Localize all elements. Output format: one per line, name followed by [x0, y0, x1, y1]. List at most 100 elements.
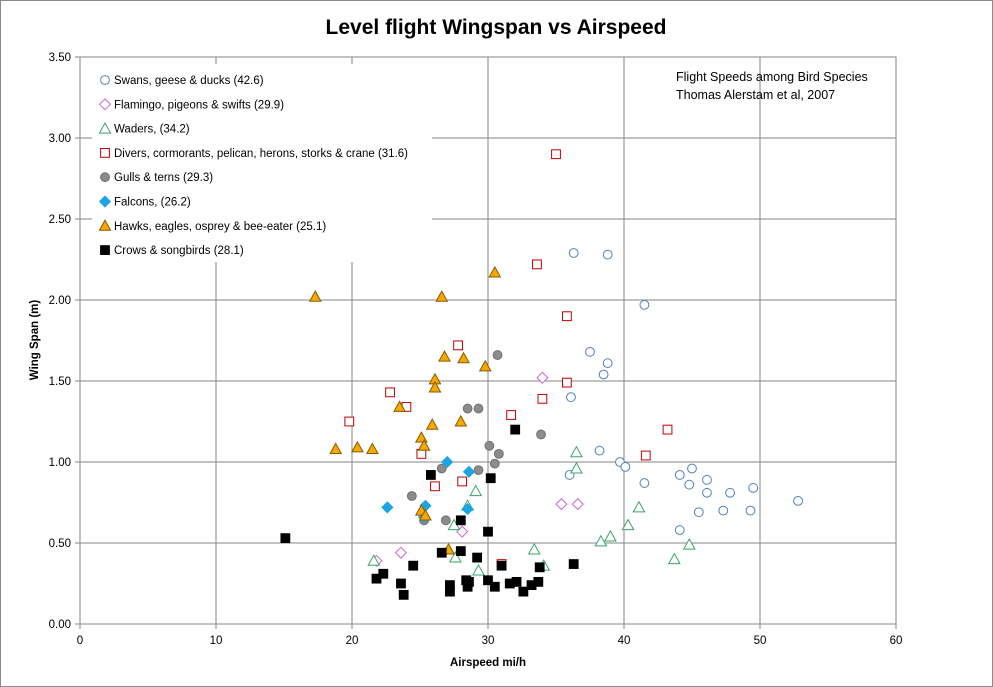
- data-point: [702, 474, 712, 485]
- data-point: [473, 403, 484, 414]
- data-point: [398, 589, 409, 600]
- data-point: [536, 429, 546, 440]
- data-point: [511, 576, 522, 587]
- y-tick-label: 2.00: [49, 295, 71, 307]
- y-tick-label: 2.50: [49, 214, 71, 226]
- data-point: [430, 481, 440, 492]
- data-point: [532, 259, 542, 270]
- data-point: [445, 586, 455, 597]
- legend-label: Divers, cormorants, pelican, herons, sto…: [114, 148, 408, 160]
- data-point: [537, 393, 548, 404]
- y-tick-label: 1.50: [49, 376, 71, 388]
- data-point: [425, 470, 436, 480]
- data-point: [536, 371, 549, 384]
- data-point: [496, 560, 507, 571]
- data-point: [488, 265, 502, 278]
- annotation-line-1: Flight Speeds among Bird Species: [676, 70, 868, 84]
- data-point: [527, 542, 541, 555]
- x-tick-label: 30: [482, 635, 495, 647]
- data-point: [425, 418, 439, 430]
- x-tick-label: 60: [890, 635, 903, 647]
- data-point: [489, 458, 500, 469]
- data-point: [533, 576, 544, 587]
- data-point: [725, 487, 735, 498]
- data-point: [561, 377, 572, 388]
- legend-label: Falcons, (26.2): [114, 197, 191, 209]
- data-point: [640, 450, 651, 461]
- legend-item: Gulls & terns (29.3): [100, 172, 213, 184]
- data-point: [417, 439, 431, 451]
- y-tick-label: 3.00: [49, 133, 71, 145]
- legend-item: Hawks, eagles, osprey & bee-eater (25.1): [98, 219, 326, 233]
- data-point: [621, 518, 635, 531]
- data-point: [632, 500, 646, 513]
- data-point: [455, 546, 466, 557]
- data-point: [493, 449, 504, 459]
- data-point: [448, 550, 462, 563]
- data-point: [745, 505, 756, 516]
- data-point: [667, 552, 681, 565]
- data-point: [436, 547, 447, 558]
- data-point: [472, 563, 485, 576]
- legend-marker: [98, 121, 112, 134]
- data-points: [280, 149, 803, 600]
- legend-label: Hawks, eagles, osprey & bee-eater (25.1): [114, 221, 326, 233]
- legend-marker: [98, 195, 112, 208]
- data-point: [462, 403, 473, 414]
- series-4: [406, 350, 546, 526]
- y-tick-label: 3.50: [49, 52, 71, 64]
- data-point: [350, 440, 364, 453]
- data-point: [639, 478, 650, 488]
- data-point: [603, 529, 617, 542]
- data-point: [602, 358, 613, 369]
- series-5: [381, 455, 476, 524]
- data-point: [428, 380, 442, 393]
- legend-label: Waders, (34.2): [114, 124, 190, 136]
- series-0: [564, 248, 803, 535]
- data-point: [568, 248, 579, 258]
- data-point: [534, 562, 545, 573]
- data-point: [473, 465, 484, 476]
- data-point: [489, 581, 500, 592]
- data-point: [702, 487, 712, 498]
- data-point: [478, 359, 492, 372]
- data-point: [748, 483, 759, 493]
- legend-label: Swans, geese & ducks (42.6): [114, 75, 264, 87]
- data-point: [483, 526, 493, 537]
- data-point: [365, 442, 379, 455]
- data-point: [416, 449, 427, 459]
- x-axis-label: Airspeed mi/h: [450, 657, 526, 669]
- data-point: [569, 445, 583, 458]
- data-point: [674, 470, 685, 480]
- legend-label: Gulls & terns (29.3): [114, 172, 213, 184]
- data-point: [435, 290, 449, 302]
- data-point: [793, 495, 803, 506]
- legend-item: Swans, geese & ducks (42.6): [100, 75, 264, 87]
- legend-marker: [98, 98, 112, 111]
- data-point: [308, 290, 322, 302]
- series-6: [308, 265, 502, 555]
- data-point: [510, 424, 521, 435]
- data-point: [418, 508, 432, 521]
- data-point: [551, 149, 561, 160]
- data-point: [568, 559, 579, 569]
- data-point: [662, 424, 673, 435]
- series-3: [344, 149, 673, 569]
- y-tick-label: 0.00: [49, 619, 71, 631]
- data-point: [484, 440, 495, 451]
- data-point: [684, 479, 695, 490]
- data-point: [436, 463, 447, 474]
- data-point: [483, 575, 493, 586]
- data-point: [594, 445, 605, 456]
- data-point: [693, 507, 704, 518]
- y-tick-label: 1.00: [49, 457, 71, 469]
- legend-item: Waders, (34.2): [98, 121, 190, 136]
- data-point: [455, 515, 466, 526]
- data-point: [561, 311, 572, 322]
- x-tick-label: 20: [346, 635, 359, 647]
- data-point: [566, 392, 576, 403]
- x-axis-ticks: 0 10 20 30 40 50 60: [77, 624, 903, 647]
- legend: Swans, geese & ducks (42.6) Flamingo, pig…: [92, 64, 432, 262]
- legend-item: Crows & songbirds (28.1): [100, 245, 244, 257]
